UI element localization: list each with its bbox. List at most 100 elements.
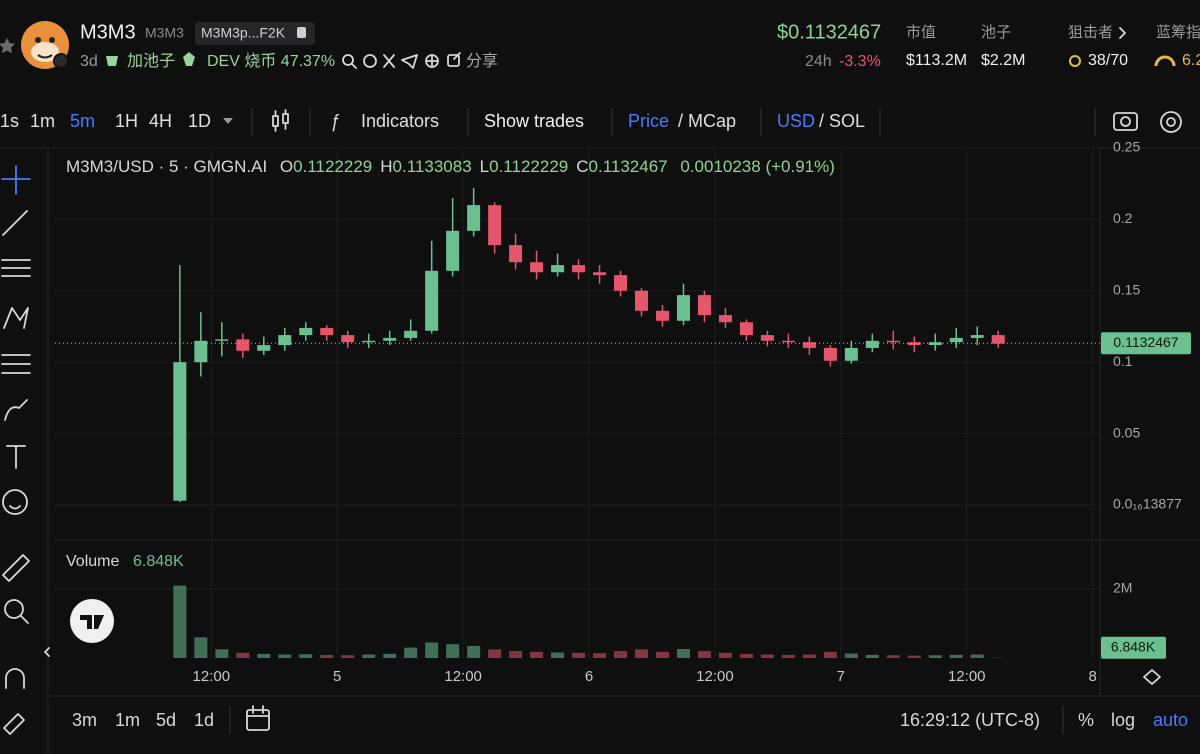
token-name: M3M3 bbox=[80, 21, 136, 43]
social-icons[interactable] bbox=[342, 52, 461, 69]
range[interactable]: 1d bbox=[194, 710, 214, 730]
y-tick-label: 0.15 bbox=[1113, 282, 1140, 298]
legend-key: H bbox=[380, 157, 392, 176]
candle-body bbox=[194, 340, 208, 363]
stat-label: 市值 bbox=[906, 24, 936, 41]
percent-toggle[interactable]: % bbox=[1078, 710, 1094, 730]
chart-legend: M3M3/USD · 5 · GMGN.AI O0.1122229 H0.1133… bbox=[66, 157, 835, 176]
share[interactable]: 分享 bbox=[466, 52, 498, 70]
volume-bar bbox=[865, 654, 879, 658]
volume-bar bbox=[802, 654, 816, 658]
candle-body bbox=[823, 347, 837, 361]
drawing-tools[interactable] bbox=[1, 165, 31, 735]
interval[interactable]: 4H bbox=[149, 111, 172, 131]
collapse-icon[interactable] bbox=[44, 647, 50, 657]
stat-label: 蓝筹指 bbox=[1156, 24, 1200, 41]
interval[interactable]: 5m bbox=[70, 111, 95, 131]
candle-body bbox=[614, 275, 628, 291]
stat-value: $2.2M bbox=[981, 52, 1025, 69]
x-tick-label: 12:00 bbox=[444, 668, 482, 685]
usd-toggle[interactable]: USD bbox=[777, 111, 815, 131]
candle-body bbox=[257, 345, 271, 351]
chevron[interactable] bbox=[1119, 27, 1126, 39]
volume-bar bbox=[781, 654, 795, 658]
candle-body bbox=[341, 335, 355, 343]
volume-bar bbox=[614, 651, 628, 658]
show-trades[interactable]: Show trades bbox=[484, 111, 584, 131]
range[interactable]: 5d bbox=[156, 710, 176, 730]
volume-bar bbox=[530, 651, 544, 658]
volume-bar bbox=[572, 652, 586, 658]
ranges: 3m 1m 5d 1d bbox=[72, 710, 214, 730]
candle-body bbox=[299, 327, 313, 336]
stat-value: 38/70 bbox=[1088, 52, 1128, 69]
y-tick-label: 0.25 bbox=[1113, 139, 1140, 155]
candle-body bbox=[383, 337, 397, 341]
volume-bar bbox=[760, 654, 774, 658]
candle-body bbox=[739, 322, 753, 336]
range[interactable]: 1m bbox=[115, 710, 140, 730]
volume-tag-label: 6.848K bbox=[1111, 638, 1156, 654]
settings-icon[interactable] bbox=[1160, 111, 1182, 133]
token-logo bbox=[21, 21, 69, 69]
candle-body bbox=[593, 272, 607, 276]
burn-icon bbox=[183, 52, 195, 66]
volume-bar bbox=[467, 645, 481, 658]
candle-body bbox=[236, 339, 250, 351]
candle-body bbox=[362, 340, 376, 343]
stat-value: $113.2M bbox=[906, 52, 967, 69]
dropdown-icon[interactable] bbox=[223, 118, 233, 124]
candle-body bbox=[488, 205, 502, 246]
camera-icon[interactable] bbox=[1113, 112, 1138, 131]
add-pool[interactable]: 加池子 bbox=[127, 52, 175, 70]
volume-bar bbox=[320, 654, 334, 658]
clock: 16:29:12 (UTC-8) bbox=[900, 710, 1040, 730]
volume-bar bbox=[404, 647, 418, 658]
sol-toggle[interactable]: / SOL bbox=[819, 111, 865, 131]
token-symbol: M3M3 bbox=[145, 25, 184, 41]
volume-bar bbox=[362, 654, 376, 658]
candle-body bbox=[865, 340, 879, 348]
interval[interactable]: 1D bbox=[188, 111, 211, 131]
fx-icon[interactable]: ƒ bbox=[330, 111, 340, 131]
interval[interactable]: 1H bbox=[115, 111, 138, 131]
token-age: 3d bbox=[80, 53, 98, 70]
candle-body bbox=[551, 265, 565, 273]
auto-toggle[interactable]: auto bbox=[1153, 710, 1188, 730]
candle-body bbox=[886, 340, 900, 343]
range[interactable]: 3m bbox=[72, 710, 97, 730]
volume-bar bbox=[593, 653, 607, 658]
gauge-icon bbox=[1154, 55, 1176, 67]
indicators[interactable]: Indicators bbox=[361, 111, 439, 131]
ohlc-legend: O0.1122229 H0.1133083 L0.1122229 C0.1132467 bbox=[280, 157, 668, 176]
candle-body bbox=[760, 335, 774, 341]
candle-type-icon[interactable] bbox=[272, 109, 289, 132]
volume-bar bbox=[676, 649, 690, 658]
x-tick-label: 12:00 bbox=[696, 668, 734, 685]
sniper-icon bbox=[1069, 55, 1081, 67]
volume-bar bbox=[949, 654, 963, 658]
interval[interactable]: 1m bbox=[30, 111, 55, 131]
volume-bar bbox=[551, 652, 565, 658]
address-chip[interactable] bbox=[195, 22, 315, 45]
copy-icon[interactable] bbox=[297, 27, 306, 38]
volume-bar bbox=[257, 653, 271, 658]
favorite-star[interactable] bbox=[0, 38, 15, 54]
price-toggle[interactable]: Price bbox=[628, 111, 669, 131]
candle-body bbox=[530, 262, 544, 273]
plot-area: 12:00 5 12:00 6 12:00 7 12:00 8 0.0₁₆13877 0.05 0.… bbox=[55, 139, 1191, 685]
x-tick-label: 6 bbox=[585, 668, 593, 685]
candle-body bbox=[970, 335, 984, 338]
candle-body bbox=[634, 290, 649, 311]
candle-body bbox=[215, 339, 229, 341]
date-range-icon[interactable] bbox=[246, 705, 270, 731]
stat-label: 池子 bbox=[981, 24, 1011, 41]
volume-bar bbox=[509, 651, 523, 658]
mcap-toggle[interactable]: / MCap bbox=[678, 111, 736, 131]
y-tick-label: 0.0₁₆13877 bbox=[1113, 496, 1182, 512]
log-toggle[interactable]: log bbox=[1111, 710, 1135, 730]
interval[interactable]: 1s bbox=[0, 111, 19, 131]
tradingview-logo[interactable] bbox=[70, 599, 114, 643]
axis-settings-icon[interactable] bbox=[1143, 669, 1161, 685]
